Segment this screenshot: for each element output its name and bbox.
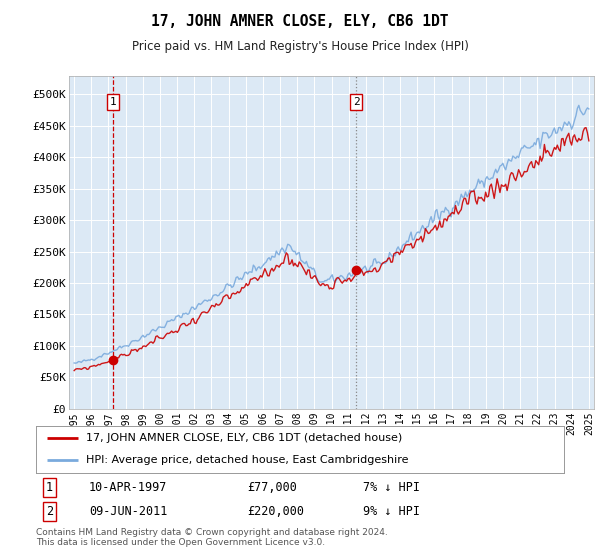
- Text: HPI: Average price, detached house, East Cambridgeshire: HPI: Average price, detached house, East…: [86, 455, 409, 465]
- Text: 17, JOHN AMNER CLOSE, ELY, CB6 1DT (detached house): 17, JOHN AMNER CLOSE, ELY, CB6 1DT (deta…: [86, 433, 403, 444]
- Text: 2: 2: [353, 97, 359, 108]
- Text: £77,000: £77,000: [247, 482, 297, 494]
- Text: 1: 1: [110, 97, 116, 108]
- Text: 2: 2: [46, 505, 53, 518]
- Text: 17, JOHN AMNER CLOSE, ELY, CB6 1DT: 17, JOHN AMNER CLOSE, ELY, CB6 1DT: [151, 14, 449, 29]
- Text: 10-APR-1997: 10-APR-1997: [89, 482, 167, 494]
- Text: 09-JUN-2011: 09-JUN-2011: [89, 505, 167, 518]
- Text: Price paid vs. HM Land Registry's House Price Index (HPI): Price paid vs. HM Land Registry's House …: [131, 40, 469, 53]
- Text: Contains HM Land Registry data © Crown copyright and database right 2024.
This d: Contains HM Land Registry data © Crown c…: [36, 528, 388, 547]
- Text: 7% ↓ HPI: 7% ↓ HPI: [364, 482, 421, 494]
- Text: £220,000: £220,000: [247, 505, 304, 518]
- Text: 9% ↓ HPI: 9% ↓ HPI: [364, 505, 421, 518]
- Text: 1: 1: [46, 482, 53, 494]
